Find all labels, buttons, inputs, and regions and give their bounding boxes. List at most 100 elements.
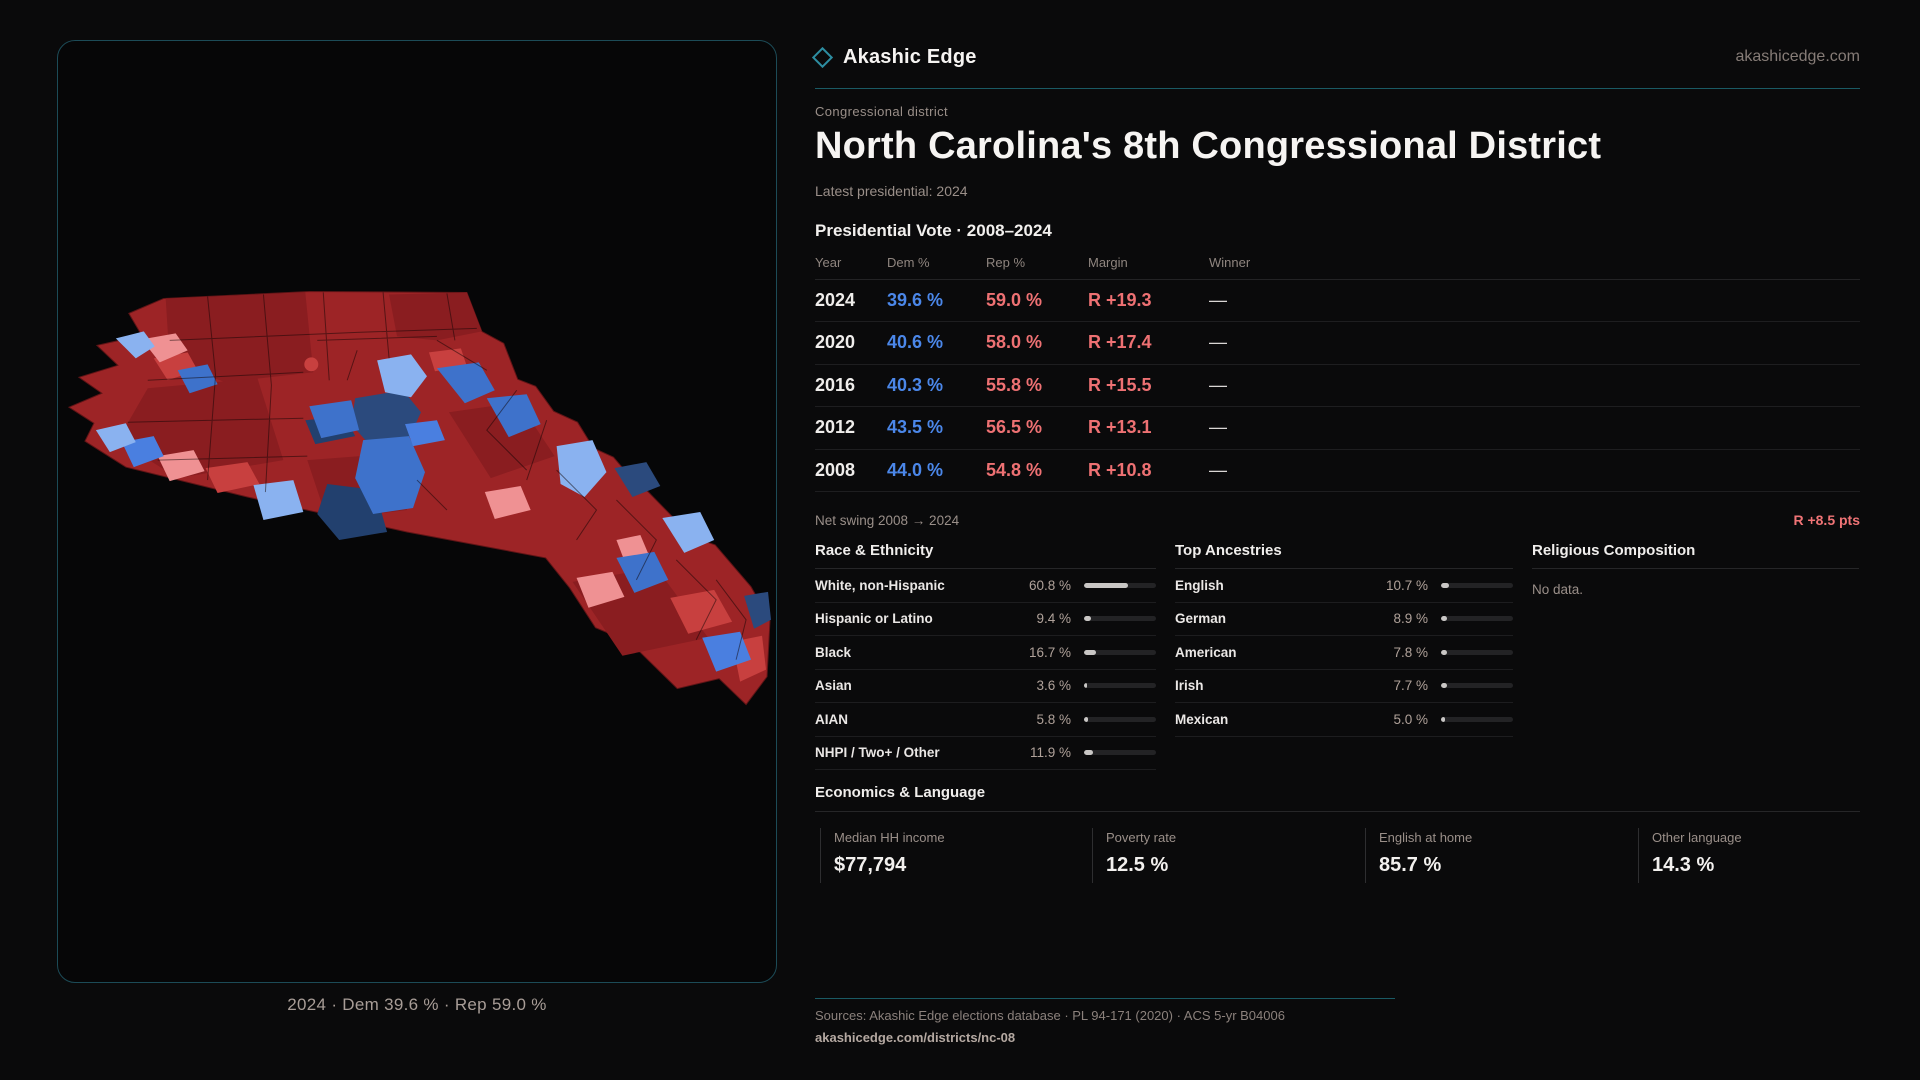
- demo-value: 10.7 %: [1385, 577, 1428, 593]
- vote-dem-cell: 43.5 %: [887, 417, 944, 438]
- map-caption: 2024 · Dem 39.6 % · Rep 59.0 %: [287, 995, 547, 1014]
- demo-bar: [1084, 582, 1156, 588]
- econ-stat-value: 14.3 %: [1652, 854, 1715, 877]
- demo-bar: [1441, 649, 1513, 655]
- district-kicker: Congressional district: [815, 104, 949, 119]
- demo-bar: [1084, 683, 1156, 689]
- demo-row: White, non-Hispanic 60.8 %: [815, 569, 1156, 603]
- demo-label: Mexican: [1175, 711, 1229, 727]
- econ-stat: English at home 85.7 %: [1365, 828, 1638, 884]
- demo-bar-fill: [1441, 616, 1448, 622]
- race-ethnicity-list: White, non-Hispanic 60.8 % Hispanic or Lat…: [815, 569, 1156, 771]
- demo-bar: [1084, 649, 1156, 655]
- vote-column-header: Year: [815, 254, 842, 270]
- demo-row: Black 16.7 %: [815, 636, 1156, 670]
- demo-value: 9.4 %: [1036, 611, 1071, 627]
- economics-title: Economics & Language: [815, 784, 1860, 813]
- net-swing-row: Net swing 2008 → 2024 R +8.5 pts: [815, 512, 1860, 528]
- economics-stats: Median HH income $77,794 Poverty rate 12.5 …: [820, 828, 1860, 884]
- demo-value: 8.9 %: [1393, 611, 1428, 627]
- vote-year-cell: 2024: [815, 289, 856, 310]
- vote-table-row: 2024 39.6 % 59.0 % R +19.3 —: [815, 280, 1860, 323]
- demo-row: Irish 7.7 %: [1175, 670, 1513, 704]
- demo-value: 7.7 %: [1393, 678, 1428, 694]
- brand-logo: Akashic Edge: [811, 45, 977, 69]
- ancestries-panel: Top Ancestries English 10.7 % German 8.9 % A…: [1175, 542, 1513, 770]
- vote-table-body: 2024 39.6 % 59.0 % R +19.3 — 2020 40.6 % 58.0 %…: [815, 280, 1860, 493]
- header-divider: [815, 88, 1860, 89]
- vote-winner-cell: —: [1209, 289, 1227, 310]
- econ-stat: Median HH income $77,794: [820, 828, 1092, 884]
- diamond-icon: [811, 46, 834, 68]
- district-report: Akashic Edge akashicedge.com Congression…: [811, 0, 1860, 884]
- vote-rep-cell: 58.0 %: [986, 332, 1043, 353]
- demo-bar: [1084, 616, 1156, 622]
- econ-stat-value: 12.5 %: [1106, 854, 1169, 877]
- demo-label: Hispanic or Latino: [815, 611, 933, 627]
- page-footer: Sources: Akashic Edge elections database…: [815, 998, 1860, 1045]
- demo-bar-fill: [1441, 582, 1449, 588]
- demo-row: German 8.9 %: [1175, 603, 1513, 637]
- ancestries-title: Top Ancestries: [1175, 542, 1513, 570]
- demo-value: 60.8 %: [1028, 577, 1071, 593]
- footer-divider: [815, 998, 1395, 999]
- econ-stat-value: $77,794: [834, 854, 907, 877]
- vote-rep-cell: 59.0 %: [986, 289, 1043, 310]
- vote-table-row: 2016 40.3 % 55.8 % R +15.5 —: [815, 365, 1860, 408]
- demo-value: 3.6 %: [1036, 678, 1071, 694]
- vote-dem-cell: 39.6 %: [887, 289, 944, 310]
- econ-stat-label: Other language: [1652, 830, 1742, 846]
- ancestries-list: English 10.7 % German 8.9 % American 7.8 % Iri…: [1175, 569, 1513, 737]
- demo-bar-fill: [1084, 582, 1128, 588]
- religion-panel: Religious Composition No data.: [1532, 542, 1859, 770]
- demo-label: English: [1175, 577, 1224, 593]
- demo-label: German: [1175, 611, 1227, 627]
- demo-label: Asian: [815, 678, 852, 694]
- demo-value: 5.8 %: [1036, 711, 1071, 727]
- demo-bar: [1441, 683, 1513, 689]
- race-ethnicity-panel: Race & Ethnicity White, non-Hispanic 60.8…: [815, 542, 1156, 771]
- vote-year-cell: 2012: [815, 417, 856, 438]
- sources-line: Sources: Akashic Edge elections database…: [815, 1008, 1285, 1023]
- demo-bar: [1441, 716, 1513, 722]
- vote-margin-cell: R +10.8: [1088, 459, 1152, 480]
- vote-year-cell: 2020: [815, 332, 856, 353]
- demo-value: 7.8 %: [1393, 644, 1428, 660]
- permalink[interactable]: akashicedge.com/districts/nc-08: [815, 1030, 1016, 1045]
- demo-row: Hispanic or Latino 9.4 %: [815, 603, 1156, 637]
- econ-stat: Other language 14.3 %: [1638, 828, 1860, 884]
- demo-label: NHPI / Two+ / Other: [815, 745, 940, 761]
- vote-margin-cell: R +15.5: [1088, 374, 1152, 395]
- vote-rep-cell: 54.8 %: [986, 459, 1043, 480]
- demo-label: AIAN: [815, 711, 848, 727]
- demo-bar: [1441, 582, 1513, 588]
- vote-table-row: 2012 43.5 % 56.5 % R +13.1 —: [815, 407, 1860, 450]
- demo-label: White, non-Hispanic: [815, 577, 945, 593]
- brand-domain-link[interactable]: akashicedge.com: [1735, 48, 1860, 65]
- demo-label: American: [1175, 644, 1237, 660]
- district-choropleth-map[interactable]: [58, 41, 776, 982]
- econ-stat-label: Median HH income: [834, 830, 945, 846]
- demo-value: 11.9 %: [1029, 745, 1071, 761]
- demo-bar-fill: [1441, 649, 1447, 655]
- vote-winner-cell: —: [1209, 417, 1227, 438]
- demo-bar-fill: [1441, 683, 1447, 689]
- vote-winner-cell: —: [1209, 459, 1227, 480]
- vote-dem-cell: 40.6 %: [887, 332, 944, 353]
- net-swing-value: R +8.5 pts: [1793, 512, 1860, 529]
- vote-margin-cell: R +13.1: [1088, 417, 1152, 438]
- demo-bar-fill: [1084, 683, 1087, 689]
- demo-bar-fill: [1084, 716, 1089, 722]
- demo-row: English 10.7 %: [1175, 569, 1513, 603]
- map-precincts-democratic: [95, 331, 772, 672]
- brand-name: Akashic Edge: [843, 45, 977, 68]
- demo-row: AIAN 5.8 %: [815, 703, 1156, 737]
- vote-column-header: Dem %: [887, 254, 930, 270]
- vote-table-row: 2008 44.0 % 54.8 % R +10.8 —: [815, 450, 1860, 493]
- page-title: North Carolina's 8th Congressional Distr…: [815, 125, 1602, 167]
- vote-dem-cell: 44.0 %: [887, 459, 944, 480]
- vote-winner-cell: —: [1209, 332, 1227, 353]
- brand-header: Akashic Edge akashicedge.com: [811, 0, 1860, 69]
- vote-table-header: Year Dem % Rep % Margin Winner: [815, 255, 1860, 280]
